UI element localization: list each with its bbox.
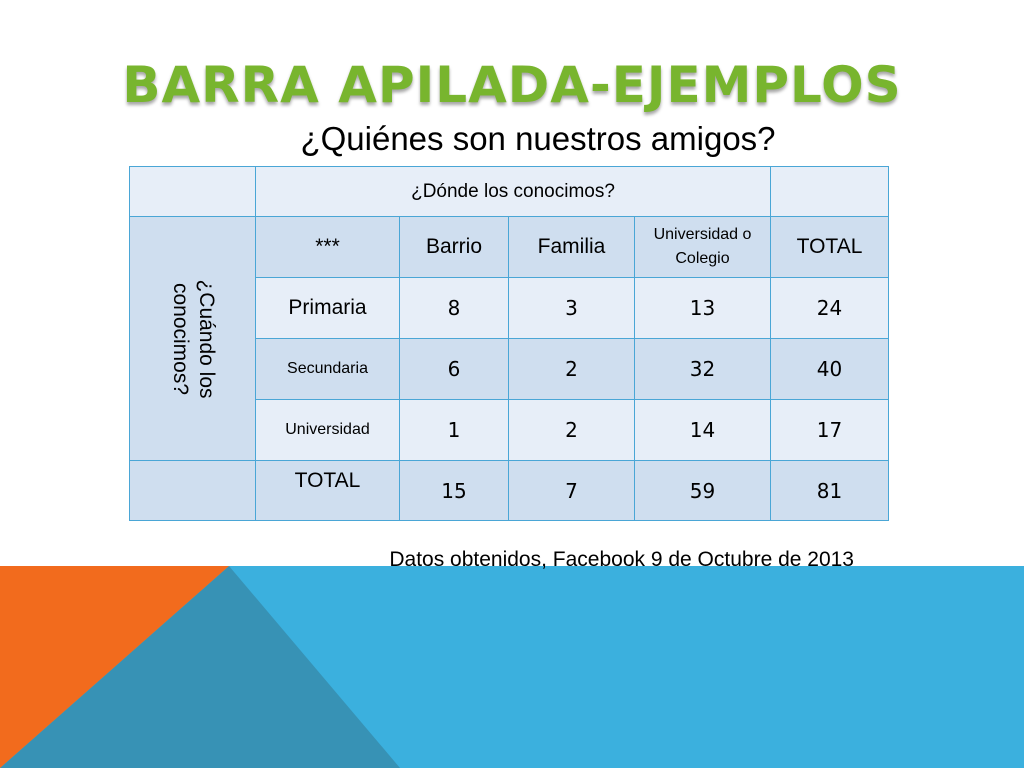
table-cell: 14	[633, 399, 772, 461]
friends-table: ¿Dónde los conocimos? ¿Cuándo los conoci…	[129, 166, 890, 521]
corner-label: ***	[255, 216, 400, 278]
column-header-familia: Familia	[508, 216, 635, 278]
column-header-row: ¿Cuándo los conocimos? *** Barrio Famili…	[129, 216, 890, 461]
total-cell: 59	[633, 460, 772, 521]
row-label-primaria: Primaria	[255, 277, 400, 339]
source-note: Datos obtenidos, Facebook 9 de Octubre d…	[389, 548, 854, 571]
table-row: Primaria 8 3 13 24	[130, 277, 890, 339]
column-header-total: TOTAL	[770, 216, 890, 278]
empty-corner-cell	[129, 166, 256, 217]
table-cell: 32	[633, 338, 772, 400]
row-label-total: TOTAL	[255, 460, 400, 521]
where-header: ¿Dónde los conocimos?	[254, 166, 772, 217]
table-cell: 2	[508, 338, 635, 400]
total-row: TOTAL 15 7 59 81	[129, 460, 890, 521]
table-cell: 40	[770, 338, 890, 400]
table-cell: 8	[399, 277, 509, 339]
column-header-barrio: Barrio	[399, 216, 509, 278]
table-cell: 13	[633, 277, 772, 339]
when-label: ¿Cuándo los conocimos?	[168, 278, 218, 399]
table-cell: 1	[399, 399, 509, 461]
slide-title: BARRA APILADA-EJEMPLOS	[122, 56, 902, 114]
table-row: Secundaria 6 2 32 40	[130, 338, 890, 400]
empty-header-cell	[770, 166, 890, 217]
table-row: Universidad 1 2 14 17	[130, 399, 890, 461]
table-cell: 6	[399, 338, 509, 400]
when-group-cell: ¿Cuándo los conocimos?	[129, 216, 256, 461]
table-cell: 3	[508, 277, 635, 339]
total-cell: 15	[399, 460, 509, 521]
table-cell: 17	[770, 399, 890, 461]
slide-subtitle: ¿Quiénes son nuestros amigos?	[300, 120, 776, 157]
dark-blue-triangle	[0, 566, 400, 768]
row-label-secundaria: Secundaria	[255, 338, 400, 400]
column-header-universidad-colegio: Universidad o Colegio	[633, 216, 772, 278]
total-cell: 81	[770, 460, 890, 521]
table-cell: 24	[770, 277, 890, 339]
row-label-universidad: Universidad	[255, 399, 400, 461]
table-cell: 2	[508, 399, 635, 461]
empty-total-cell	[129, 460, 256, 521]
orange-triangle	[0, 566, 229, 768]
total-cell: 7	[508, 460, 635, 521]
table-header-row: ¿Dónde los conocimos?	[129, 166, 890, 217]
